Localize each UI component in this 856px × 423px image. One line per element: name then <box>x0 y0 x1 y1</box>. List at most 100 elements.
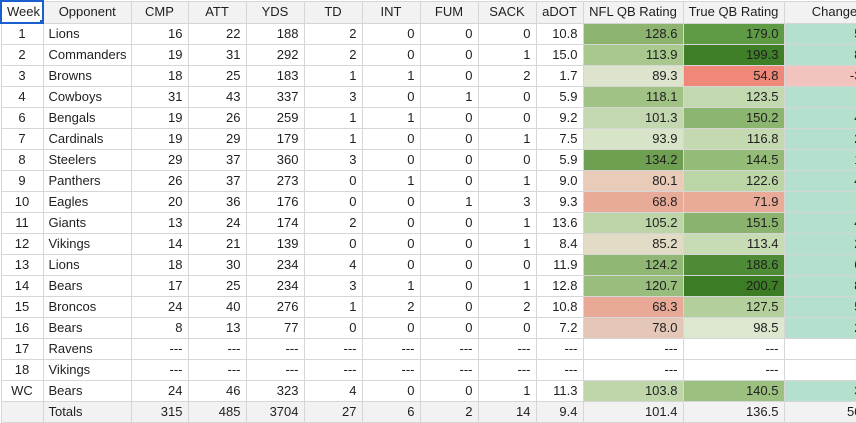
cell-nfl-qb-rating[interactable]: 103.8 <box>582 380 684 402</box>
cell-adot[interactable]: 5.9 <box>535 149 584 171</box>
cell-sack[interactable]: 2 <box>477 296 537 318</box>
cell-week[interactable]: 11 <box>0 212 44 234</box>
cell-change[interactable]: 85.4 <box>783 44 856 66</box>
cell-sack[interactable]: --- <box>477 338 537 360</box>
cell-week[interactable]: 2 <box>0 44 44 66</box>
cell-opponent[interactable]: Giants <box>42 212 132 234</box>
cell-true-qb-rating[interactable]: 122.6 <box>682 170 785 192</box>
cell-fum[interactable]: 0 <box>419 317 479 339</box>
column-header-week[interactable]: Week <box>0 0 44 24</box>
cell-att[interactable]: --- <box>187 359 247 381</box>
cell-opponent[interactable]: Broncos <box>42 296 132 318</box>
cell-yds[interactable]: 77 <box>245 317 305 339</box>
cell-fum[interactable]: 0 <box>419 380 479 402</box>
cell-yds[interactable]: 273 <box>245 170 305 192</box>
cell-week[interactable]: 16 <box>0 317 44 339</box>
cell-change[interactable]: 64.4 <box>783 254 856 276</box>
cell-change[interactable]: 20.5 <box>783 317 856 339</box>
totals-nfl-qb-rating[interactable]: 101.4 <box>582 401 684 423</box>
cell-fum[interactable]: 0 <box>419 254 479 276</box>
cell-sack[interactable]: 1 <box>477 212 537 234</box>
column-header-att[interactable]: ATT <box>187 0 247 24</box>
cell-adot[interactable]: 11.9 <box>535 254 584 276</box>
cell-att[interactable]: 30 <box>187 254 247 276</box>
cell-td[interactable]: --- <box>303 359 363 381</box>
cell-opponent[interactable]: Lions <box>42 254 132 276</box>
cell-week[interactable]: 8 <box>0 149 44 171</box>
totals-td[interactable]: 27 <box>303 401 363 423</box>
cell-week[interactable]: 10 <box>0 191 44 213</box>
cell-cmp[interactable]: 19 <box>130 44 189 66</box>
cell-nfl-qb-rating[interactable]: 120.7 <box>582 275 684 297</box>
cell-nfl-qb-rating[interactable]: 118.1 <box>582 86 684 108</box>
cell-cmp[interactable]: 17 <box>130 275 189 297</box>
cell-week[interactable]: 15 <box>0 296 44 318</box>
cell-int[interactable]: 1 <box>361 170 421 192</box>
cell-opponent[interactable]: Cardinals <box>42 128 132 150</box>
cell-nfl-qb-rating[interactable]: 68.8 <box>582 191 684 213</box>
column-header-td[interactable]: TD <box>303 0 363 24</box>
cell-yds[interactable]: --- <box>245 338 305 360</box>
cell-adot[interactable]: 11.3 <box>535 380 584 402</box>
cell-change[interactable]: 36.7 <box>783 380 856 402</box>
cell-td[interactable]: 0 <box>303 233 363 255</box>
cell-fum[interactable]: 0 <box>419 275 479 297</box>
cell-fum[interactable]: --- <box>419 338 479 360</box>
cell-int[interactable]: 0 <box>361 128 421 150</box>
cell-week[interactable]: 7 <box>0 128 44 150</box>
cell-nfl-qb-rating[interactable]: --- <box>582 338 684 360</box>
cell-week[interactable]: 18 <box>0 359 44 381</box>
cell-cmp[interactable]: 24 <box>130 380 189 402</box>
cell-opponent[interactable]: Panthers <box>42 170 132 192</box>
cell-yds[interactable]: 276 <box>245 296 305 318</box>
cell-fum[interactable]: 0 <box>419 44 479 66</box>
cell-int[interactable]: 0 <box>361 44 421 66</box>
cell-yds[interactable]: --- <box>245 359 305 381</box>
column-header-sack[interactable]: SACK <box>477 0 537 24</box>
cell-int[interactable]: --- <box>361 359 421 381</box>
totals-yds[interactable]: 3704 <box>245 401 305 423</box>
cell-td[interactable]: 3 <box>303 275 363 297</box>
cell-week[interactable]: 13 <box>0 254 44 276</box>
cell-week[interactable]: 14 <box>0 275 44 297</box>
cell-nfl-qb-rating[interactable]: 85.2 <box>582 233 684 255</box>
cell-int[interactable]: 0 <box>361 317 421 339</box>
cell-td[interactable]: 2 <box>303 44 363 66</box>
cell-cmp[interactable]: 20 <box>130 191 189 213</box>
totals-sack[interactable]: 14 <box>477 401 537 423</box>
cell-true-qb-rating[interactable]: 200.7 <box>682 275 785 297</box>
cell-true-qb-rating[interactable]: 113.4 <box>682 233 785 255</box>
cell-adot[interactable]: 12.8 <box>535 275 584 297</box>
cell-change[interactable]: --- <box>783 359 856 381</box>
cell-sack[interactable]: 1 <box>477 128 537 150</box>
cell-change[interactable]: 3.1 <box>783 191 856 213</box>
cell-att[interactable]: 43 <box>187 86 247 108</box>
cell-att[interactable]: 40 <box>187 296 247 318</box>
cell-cmp[interactable]: 8 <box>130 317 189 339</box>
cell-yds[interactable]: 234 <box>245 254 305 276</box>
cell-fum[interactable]: 1 <box>419 86 479 108</box>
cell-int[interactable]: 0 <box>361 254 421 276</box>
cell-fum[interactable]: 0 <box>419 22 479 45</box>
cell-change[interactable]: 42.5 <box>783 170 856 192</box>
cell-cmp[interactable]: 14 <box>130 233 189 255</box>
cell-int[interactable]: 0 <box>361 212 421 234</box>
cell-int[interactable]: 0 <box>361 191 421 213</box>
cell-att[interactable]: 36 <box>187 191 247 213</box>
cell-nfl-qb-rating[interactable]: 134.2 <box>582 149 684 171</box>
cell-nfl-qb-rating[interactable]: 113.9 <box>582 44 684 66</box>
cell-opponent[interactable]: Bengals <box>42 107 132 129</box>
cell-opponent[interactable]: Commanders <box>42 44 132 66</box>
cell-int[interactable]: 0 <box>361 149 421 171</box>
column-header-fum[interactable]: FUM <box>419 0 479 24</box>
cell-sack[interactable]: 0 <box>477 107 537 129</box>
cell-opponent[interactable]: Ravens <box>42 338 132 360</box>
cell-change[interactable]: 28.2 <box>783 233 856 255</box>
cell-yds[interactable]: 234 <box>245 275 305 297</box>
cell-week[interactable]: 1 <box>0 22 44 45</box>
cell-att[interactable]: --- <box>187 338 247 360</box>
cell-adot[interactable]: 13.6 <box>535 212 584 234</box>
cell-yds[interactable]: 188 <box>245 22 305 45</box>
cell-fum[interactable]: 0 <box>419 149 479 171</box>
totals-change[interactable]: 569.7 <box>783 401 856 423</box>
